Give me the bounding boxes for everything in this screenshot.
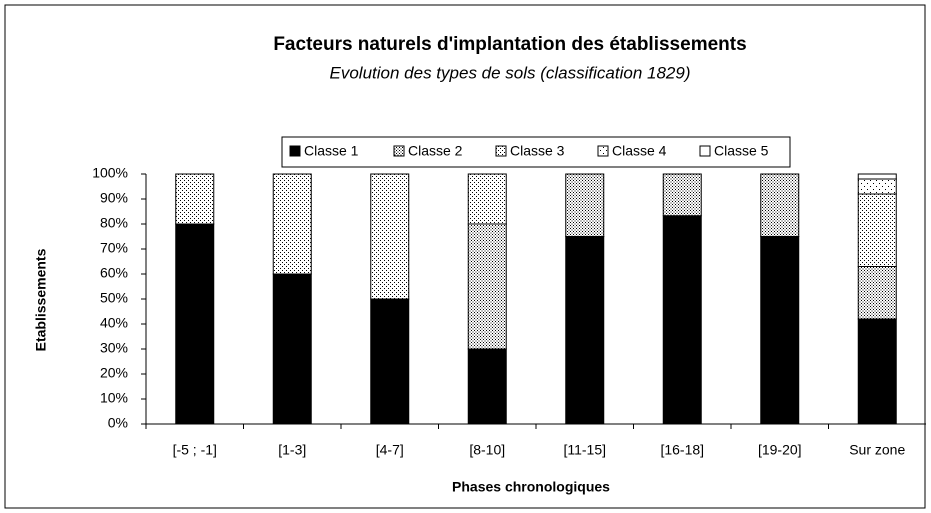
bar-segment — [467, 223, 507, 350]
legend-label: Classe 5 — [714, 143, 769, 159]
y-tick-label: 80% — [100, 215, 128, 231]
legend-swatch — [699, 145, 711, 157]
legend-label: Classe 3 — [510, 143, 565, 159]
legend-label: Classe 4 — [612, 143, 667, 159]
legend-label: Classe 2 — [408, 143, 463, 159]
bar-segment — [662, 173, 702, 217]
bar-segment — [857, 173, 897, 180]
bar-segment — [370, 298, 410, 425]
bar-segment — [760, 173, 800, 237]
x-tick-label: [4-7] — [376, 442, 404, 458]
chart-title: Facteurs naturels d'implantation des éta… — [273, 34, 746, 55]
legend-swatch — [495, 145, 507, 157]
y-tick-label: 0% — [108, 415, 128, 431]
y-tick-label: 10% — [100, 390, 128, 406]
bar-segment — [175, 173, 215, 225]
x-axis-title: Phases chronologiques — [452, 479, 610, 495]
bar-segment — [467, 173, 507, 225]
y-tick-label: 100% — [92, 165, 128, 181]
legend-swatch — [393, 145, 405, 157]
y-tick-label: 40% — [100, 315, 128, 331]
bar-segment — [565, 236, 605, 425]
bar-segment — [565, 173, 605, 237]
bar-segment — [175, 223, 215, 425]
bar-segment — [857, 318, 897, 425]
legend-label: Classe 1 — [304, 143, 359, 159]
legend-swatch — [289, 145, 301, 157]
x-tick-label: [8-10] — [469, 442, 505, 458]
bar-segment — [662, 215, 702, 425]
y-tick-label: 20% — [100, 365, 128, 381]
x-tick-label: [-5 ; -1] — [173, 442, 217, 458]
chart-subtitle: Evolution des types de sols (classificat… — [330, 63, 691, 82]
bar-segment — [760, 236, 800, 425]
bar-segment — [857, 266, 897, 320]
y-tick-label: 90% — [100, 190, 128, 206]
x-tick-label: Sur zone — [849, 442, 905, 458]
x-tick-label: [19-20] — [758, 442, 802, 458]
y-tick-label: 30% — [100, 340, 128, 356]
bar-segment — [272, 273, 312, 425]
bar-segment — [857, 178, 897, 195]
bar-segment — [857, 193, 897, 267]
x-tick-label: [11-15] — [563, 442, 606, 458]
y-tick-label: 60% — [100, 265, 128, 281]
bar-segment — [370, 173, 410, 300]
bar-segment — [467, 348, 507, 425]
x-tick-label: [16-18] — [660, 442, 704, 458]
y-axis-title: Etablissements — [33, 248, 49, 351]
y-tick-label: 50% — [100, 290, 128, 306]
y-tick-label: 70% — [100, 240, 128, 256]
legend-swatch — [597, 145, 609, 157]
bar-segment — [272, 173, 312, 275]
x-tick-label: [1-3] — [278, 442, 306, 458]
